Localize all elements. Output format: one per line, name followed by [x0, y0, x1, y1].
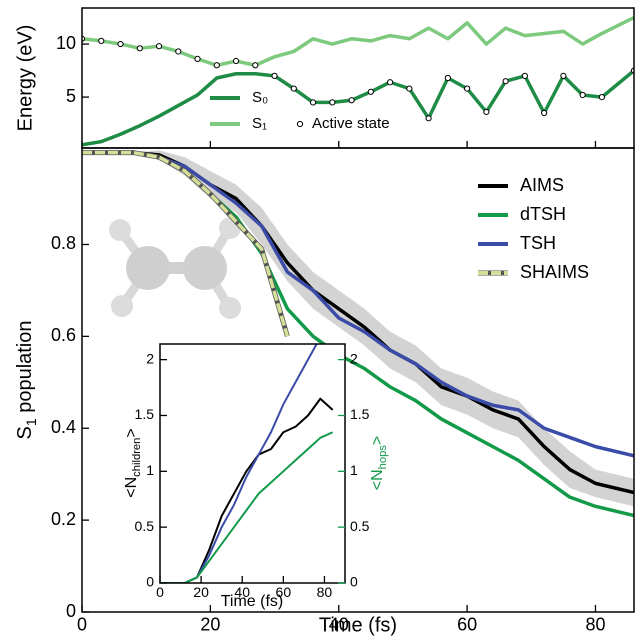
- y-tick-label: 0.5: [135, 518, 155, 534]
- axis-label-part: >: [369, 436, 386, 445]
- legend-label: dTSH: [520, 204, 566, 224]
- y2-tick-label: 0.5: [350, 518, 370, 534]
- y2-tick-label: 1: [350, 462, 358, 478]
- marker: [579, 91, 586, 99]
- axis-label-part: >: [123, 428, 140, 437]
- marker: [213, 62, 220, 69]
- marker: [367, 88, 374, 95]
- marker: [98, 37, 105, 44]
- marker: [290, 85, 297, 92]
- marker: [598, 93, 606, 101]
- marker: [541, 109, 548, 117]
- frame: [159, 343, 346, 584]
- marker: [194, 55, 201, 63]
- y-tick-label: 0.4: [51, 417, 76, 437]
- line: [160, 431, 334, 583]
- axis-label: S1 population: [14, 320, 38, 439]
- y-tick-label: 5: [66, 86, 76, 106]
- marker: [386, 79, 394, 86]
- frame: [81, 147, 635, 613]
- marker: [136, 45, 143, 52]
- legend-label: S₁: [252, 115, 267, 132]
- line: [82, 150, 290, 337]
- y-tick-label: 1.5: [135, 406, 155, 422]
- axis-label-part: <N: [369, 469, 386, 490]
- y2-tick-label: 0: [350, 574, 358, 590]
- line: [82, 69, 634, 147]
- x-tick-label: 0: [156, 584, 164, 600]
- marker: [464, 85, 471, 92]
- marker: [425, 115, 432, 122]
- marker: [502, 78, 509, 85]
- legend-label: S₀: [252, 89, 268, 106]
- y-tick-label: 10: [56, 33, 76, 53]
- x-tick-label: 0: [77, 614, 87, 634]
- y-tick-label: 2: [146, 350, 154, 366]
- x-tick-label: 80: [317, 584, 333, 600]
- axis-label: Time (fs): [221, 593, 284, 610]
- marker: [309, 99, 317, 106]
- y-tick-label: 0: [66, 601, 76, 621]
- marker: [117, 40, 124, 48]
- legend-label: AIMS: [520, 175, 564, 195]
- y2-tick-label: 1.5: [350, 406, 370, 422]
- axis-label-part: S: [14, 426, 36, 439]
- axis-label-part: 1: [23, 418, 39, 426]
- axis-label: <Nchildren>: [123, 428, 143, 497]
- axis-label-part: <N: [123, 477, 140, 498]
- marker: [252, 62, 259, 69]
- marker: [560, 72, 567, 79]
- x-tick-label: 20: [200, 614, 220, 634]
- axis-label-part: children: [131, 438, 143, 477]
- axis-label-part: hops: [377, 445, 389, 470]
- marker: [232, 57, 240, 65]
- x-tick-label: 20: [193, 584, 209, 600]
- marker: [271, 72, 278, 79]
- marker: [155, 43, 163, 50]
- y2-tick-label: 2: [350, 350, 358, 366]
- y-tick-label: 1: [146, 462, 154, 478]
- x-tick-label: 60: [457, 614, 477, 634]
- axis-label: Time (fs): [319, 614, 397, 636]
- marker: [348, 97, 355, 104]
- legend-label: Active state: [312, 115, 390, 132]
- marker: [483, 108, 490, 116]
- x-tick-label: 40: [234, 584, 250, 600]
- legend-label: SHAIMS: [520, 262, 589, 282]
- marker: [329, 99, 336, 106]
- axis-label-part: population: [14, 320, 36, 418]
- legend-marker: [296, 120, 304, 128]
- axis-label: <Nhops>: [369, 436, 389, 491]
- x-tick-label: 80: [585, 614, 605, 634]
- line: [82, 15, 634, 68]
- y-tick-label: 0: [146, 574, 154, 590]
- y-tick-label: 0.8: [51, 233, 76, 253]
- marker: [175, 48, 182, 55]
- x-tick-label: 60: [276, 584, 292, 600]
- x-tick-label: 40: [329, 614, 349, 634]
- legend-label: TSH: [520, 233, 556, 253]
- axis-label: Energy (eV): [14, 25, 36, 132]
- marker: [444, 74, 451, 82]
- marker: [406, 85, 413, 92]
- marker: [521, 72, 528, 79]
- y-tick-label: 0.2: [51, 509, 76, 529]
- y-tick-label: 0.6: [51, 325, 76, 345]
- molecule: [109, 217, 241, 319]
